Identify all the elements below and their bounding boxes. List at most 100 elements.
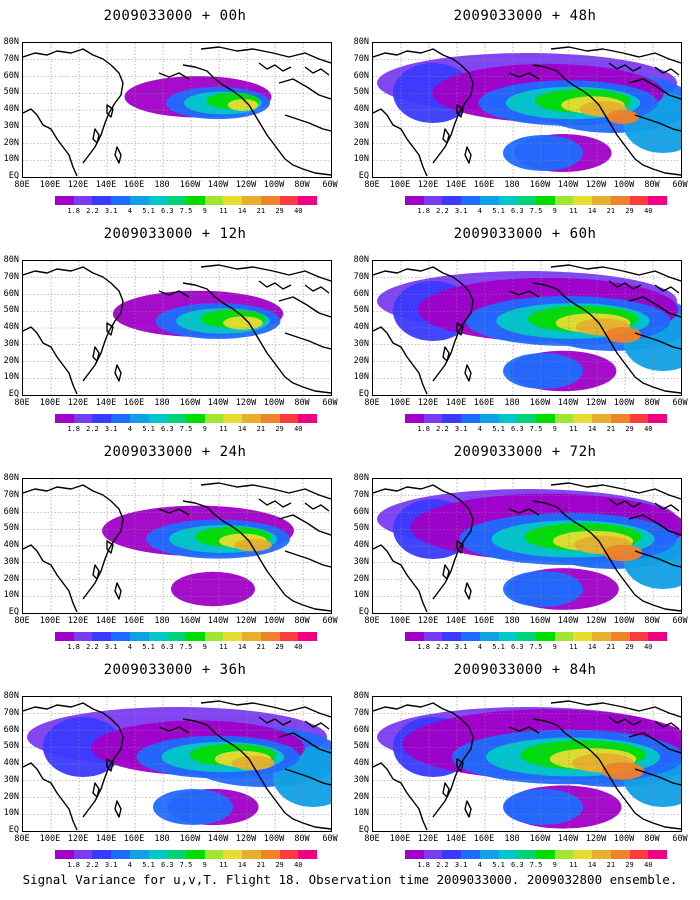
lon-tick-label: 140W: [557, 398, 579, 408]
coastline: [456, 540, 464, 554]
coastline: [464, 582, 472, 600]
lat-tick-label: 40N: [353, 104, 369, 114]
colorbar-label: 5.1: [142, 643, 155, 651]
colorbar-swatch: [423, 196, 443, 205]
colorbar-swatch: [629, 850, 649, 859]
map-panel-72h: 2009033000 + 72h 80N 70N 60N 50N 40N 30N 20N 10N…: [350, 436, 700, 661]
colorbar-swatch: [260, 414, 280, 423]
colorbar-label: 3.1: [104, 425, 118, 433]
lon-tick-label: 80E: [14, 834, 30, 844]
coastline: [23, 48, 124, 164]
lat-tick-label: 40N: [353, 540, 369, 550]
coastline: [114, 364, 122, 382]
lon-tick-label: 140W: [207, 834, 229, 844]
colorbar-label: 5.1: [492, 425, 505, 433]
map-panel-24h: 2009033000 + 24h 80N 70N 60N 50N 40N 30N 20N 10N…: [0, 436, 350, 661]
coastline: [373, 702, 474, 818]
colorbar-swatch: [517, 414, 537, 423]
variance-contour: [153, 789, 233, 825]
colorbar-label: 6.3: [510, 425, 524, 433]
coastlines: [23, 700, 331, 831]
coastlines: [373, 700, 681, 831]
colorbar-label: 4: [127, 643, 132, 651]
lon-tick-label: 140E: [445, 398, 467, 408]
map-plot-area: [22, 696, 332, 832]
colorbar-label: 21: [256, 207, 266, 215]
colorbar-label: 29: [275, 861, 284, 869]
panel-title: 2009033000 + 12h: [103, 226, 247, 242]
colorbar-label: 21: [606, 207, 616, 215]
colorbar-label: 14: [237, 861, 247, 869]
colorbar-swatch: [648, 632, 668, 641]
variance-field: [373, 261, 681, 395]
coastline: [634, 768, 681, 786]
colorbar-label: 11: [219, 643, 228, 651]
colorbar-label: 7.5: [529, 643, 543, 651]
coastlines: [373, 482, 681, 613]
lon-tick-label: 100E: [389, 616, 411, 626]
colorbar-swatch: [204, 632, 224, 641]
colorbar-swatch: [223, 196, 243, 205]
colorbar-swatch: [223, 414, 243, 423]
colorbar-label: 6.3: [510, 643, 524, 651]
coastline: [23, 108, 78, 177]
panel-title: 2009033000 + 60h: [453, 226, 597, 242]
colorbar-swatch: [442, 414, 462, 423]
colorbar-swatch: [573, 414, 593, 423]
coastline: [182, 64, 331, 176]
colorbar-label: 6.3: [510, 207, 524, 215]
lat-tick-label: 80N: [3, 473, 19, 483]
colorbar-label: 29: [625, 425, 634, 433]
lat-tick-label: 60N: [3, 288, 19, 299]
lon-tick-label: 100E: [389, 398, 411, 408]
colorbar-swatch: [279, 196, 299, 205]
map-plot-area: [372, 478, 682, 614]
lon-tick-label: 160E: [123, 398, 145, 408]
lon-tick-label: 140E: [95, 616, 117, 626]
colorbar-swatch: [148, 632, 168, 641]
colorbar-label: 29: [275, 643, 284, 651]
lon-tick-label: 180: [504, 398, 520, 408]
colorbar-label: 1.8: [417, 425, 431, 433]
lon-tick-label: 100W: [263, 398, 285, 408]
colorbar-label: 4: [127, 425, 132, 433]
lon-tick-label: 120E: [67, 616, 89, 626]
lon-tick-label: 80W: [294, 834, 310, 844]
colorbar: [55, 414, 318, 423]
coastline: [442, 782, 450, 798]
lon-tick-label: 80W: [294, 180, 310, 190]
colorbar-label: 40: [294, 643, 303, 651]
colorbar-swatch: [610, 850, 630, 859]
lat-tick-label: 30N: [3, 556, 19, 567]
colorbar: [55, 196, 318, 205]
colorbar-swatch: [479, 632, 499, 641]
lon-tick-label: 160W: [529, 834, 551, 844]
grid-lines: [373, 261, 681, 395]
coastline: [23, 762, 78, 831]
variance-field: [23, 697, 331, 831]
lon-tick-label: 120E: [417, 616, 439, 626]
map-plot-area: [372, 696, 682, 832]
lon-tick-label: 160W: [179, 834, 201, 844]
lon-tick-label: 80W: [294, 398, 310, 408]
colorbar-swatch: [592, 850, 611, 859]
coastline: [373, 544, 428, 613]
colorbar-swatch: [405, 196, 424, 205]
lon-tick-label: 100E: [39, 398, 61, 408]
colorbar-swatch: [167, 850, 187, 859]
colorbar-label: 3.1: [104, 861, 118, 869]
colorbar-swatch: [573, 196, 593, 205]
lat-tick-label: 40N: [3, 322, 19, 332]
colorbar-label: 7.5: [529, 861, 543, 869]
variance-contour: [503, 571, 583, 607]
lat-tick-label: 30N: [3, 774, 19, 785]
coastline: [200, 700, 331, 718]
coastline: [654, 502, 680, 512]
lon-tick-label: 180: [154, 180, 170, 190]
colorbar-swatch: [405, 850, 424, 859]
colorbar-swatch: [186, 414, 205, 423]
colorbar-swatch: [554, 850, 574, 859]
lat-tick-label: 30N: [3, 338, 19, 349]
coastline: [532, 282, 681, 394]
colorbar-swatch: [423, 414, 443, 423]
